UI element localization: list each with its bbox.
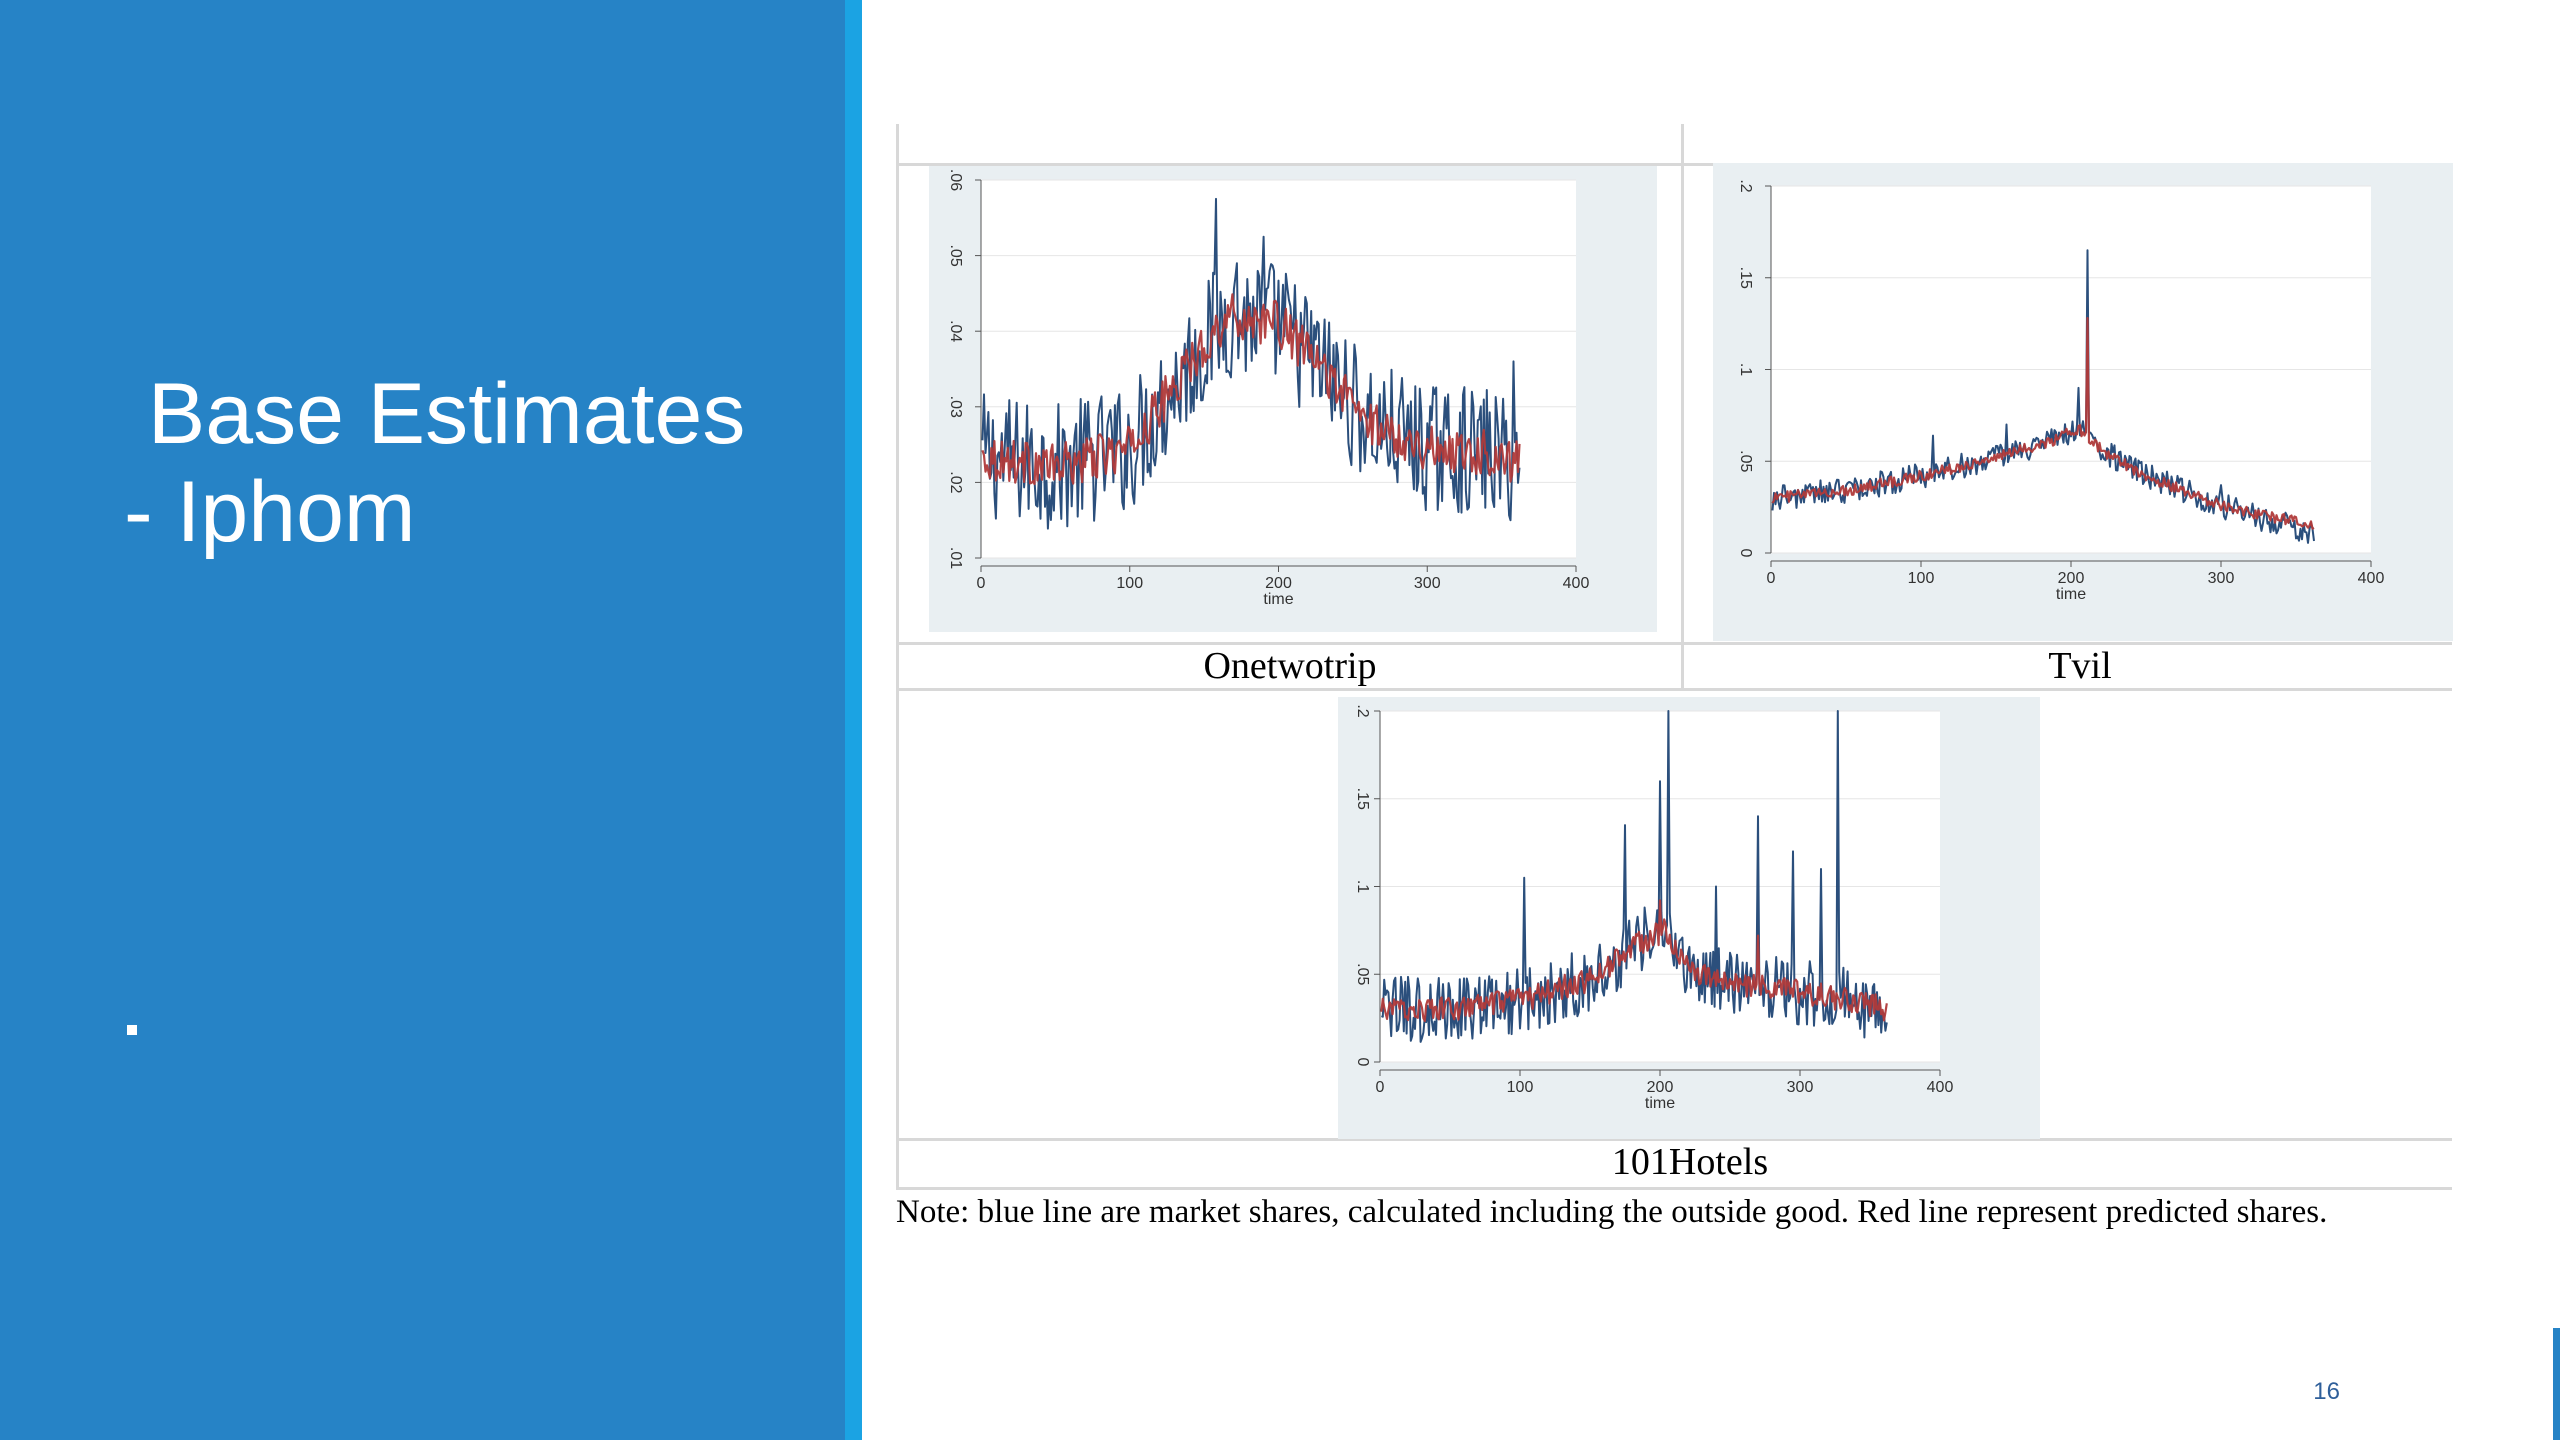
y-tick-label: 0 bbox=[1737, 549, 1754, 558]
chart-panel: .01 .02 .03 .04 .05 .06 0 100 200 300 400 time bbox=[929, 166, 1657, 632]
y-tick-label: .1 bbox=[1354, 880, 1371, 893]
x-tick-label: 400 bbox=[1927, 1079, 1954, 1096]
x-tick-label: 0 bbox=[1376, 1079, 1385, 1096]
chart-tvil: 0 .05 .1 .15 .2 0 100 200 300 400 time bbox=[1737, 179, 2385, 603]
y-tick-label: .05 bbox=[1354, 963, 1371, 985]
chart-caption: Tvil bbox=[2048, 645, 2112, 687]
plot-area bbox=[981, 180, 1576, 558]
predicted-share-line bbox=[981, 293, 1521, 486]
figure-divider bbox=[896, 688, 2452, 691]
x-tick-label: 0 bbox=[1767, 570, 1776, 587]
observed-share-line bbox=[1771, 249, 2315, 544]
slide-title-line-1: Base Estimates bbox=[124, 366, 746, 462]
figure-divider bbox=[896, 1187, 2452, 1190]
predicted-share-line bbox=[1771, 317, 2315, 530]
figure-divider bbox=[896, 163, 2452, 166]
y-tick-label: .03 bbox=[947, 396, 964, 418]
x-tick-label: 100 bbox=[1908, 570, 1935, 587]
x-tick-label: 100 bbox=[1507, 1079, 1534, 1096]
y-tick-label: .06 bbox=[947, 169, 964, 191]
chart-caption: Onetwotrip bbox=[1203, 645, 1377, 687]
y-tick-label: 0 bbox=[1354, 1058, 1371, 1067]
x-tick-label: 200 bbox=[1265, 575, 1292, 592]
slide-edge-accent bbox=[2553, 1328, 2560, 1440]
slide-title-line-2: - Iphom bbox=[124, 464, 416, 560]
figure-divider bbox=[896, 642, 2452, 645]
x-tick-label: 400 bbox=[1563, 575, 1590, 592]
y-tick-label: .05 bbox=[947, 244, 964, 266]
chart-101hotels: 0 .05 .1 .15 .2 0 100 200 300 400 time bbox=[1354, 704, 1954, 1112]
x-tick-label: 100 bbox=[1116, 575, 1143, 592]
observed-share-line bbox=[1381, 710, 1888, 1043]
y-tick-label: .05 bbox=[1737, 450, 1754, 472]
y-tick-label: .1 bbox=[1737, 363, 1754, 376]
figure-divider bbox=[1681, 124, 1684, 690]
x-tick-label: 300 bbox=[1787, 1079, 1814, 1096]
x-axis-title: time bbox=[1263, 591, 1293, 608]
y-tick-label: .02 bbox=[947, 471, 964, 493]
chart-panel: 0 .05 .1 .15 .2 0 100 200 300 400 time bbox=[1338, 697, 2040, 1139]
y-tick-label: .01 bbox=[947, 547, 964, 569]
title-panel bbox=[0, 0, 845, 1440]
x-axis-title: time bbox=[1645, 1095, 1675, 1112]
x-tick-label: 300 bbox=[1414, 575, 1441, 592]
x-tick-label: 200 bbox=[1647, 1079, 1674, 1096]
x-axis-title: time bbox=[2056, 586, 2086, 603]
slide-title: Base Estimates - Iphom bbox=[124, 365, 804, 561]
chart-caption: 101Hotels bbox=[1611, 1141, 1769, 1183]
y-tick-label: .04 bbox=[947, 320, 964, 342]
x-tick-label: 300 bbox=[2208, 570, 2235, 587]
y-tick-label: .2 bbox=[1354, 704, 1371, 717]
x-tick-label: 400 bbox=[2358, 570, 2385, 587]
chart-panel: 0 .05 .1 .15 .2 0 100 200 300 400 time bbox=[1713, 163, 2453, 641]
y-tick-label: .15 bbox=[1354, 788, 1371, 810]
figure-divider bbox=[896, 1138, 2452, 1141]
y-tick-label: .2 bbox=[1737, 179, 1754, 192]
observed-share-line bbox=[981, 197, 1521, 530]
title-panel-edge bbox=[845, 0, 862, 1440]
page-number: 16 bbox=[2313, 1378, 2340, 1405]
figure-note: Note: blue line are market shares, calcu… bbox=[896, 1194, 2328, 1230]
figure-divider bbox=[896, 124, 899, 1190]
bullet-point bbox=[127, 1025, 137, 1035]
x-tick-label: 0 bbox=[977, 575, 986, 592]
x-tick-label: 200 bbox=[2058, 570, 2085, 587]
y-tick-label: .15 bbox=[1737, 267, 1754, 289]
predicted-share-line bbox=[1380, 899, 1888, 1023]
chart-onetwotrip: .01 .02 .03 .04 .05 .06 0 100 200 300 400 time bbox=[947, 169, 1590, 608]
